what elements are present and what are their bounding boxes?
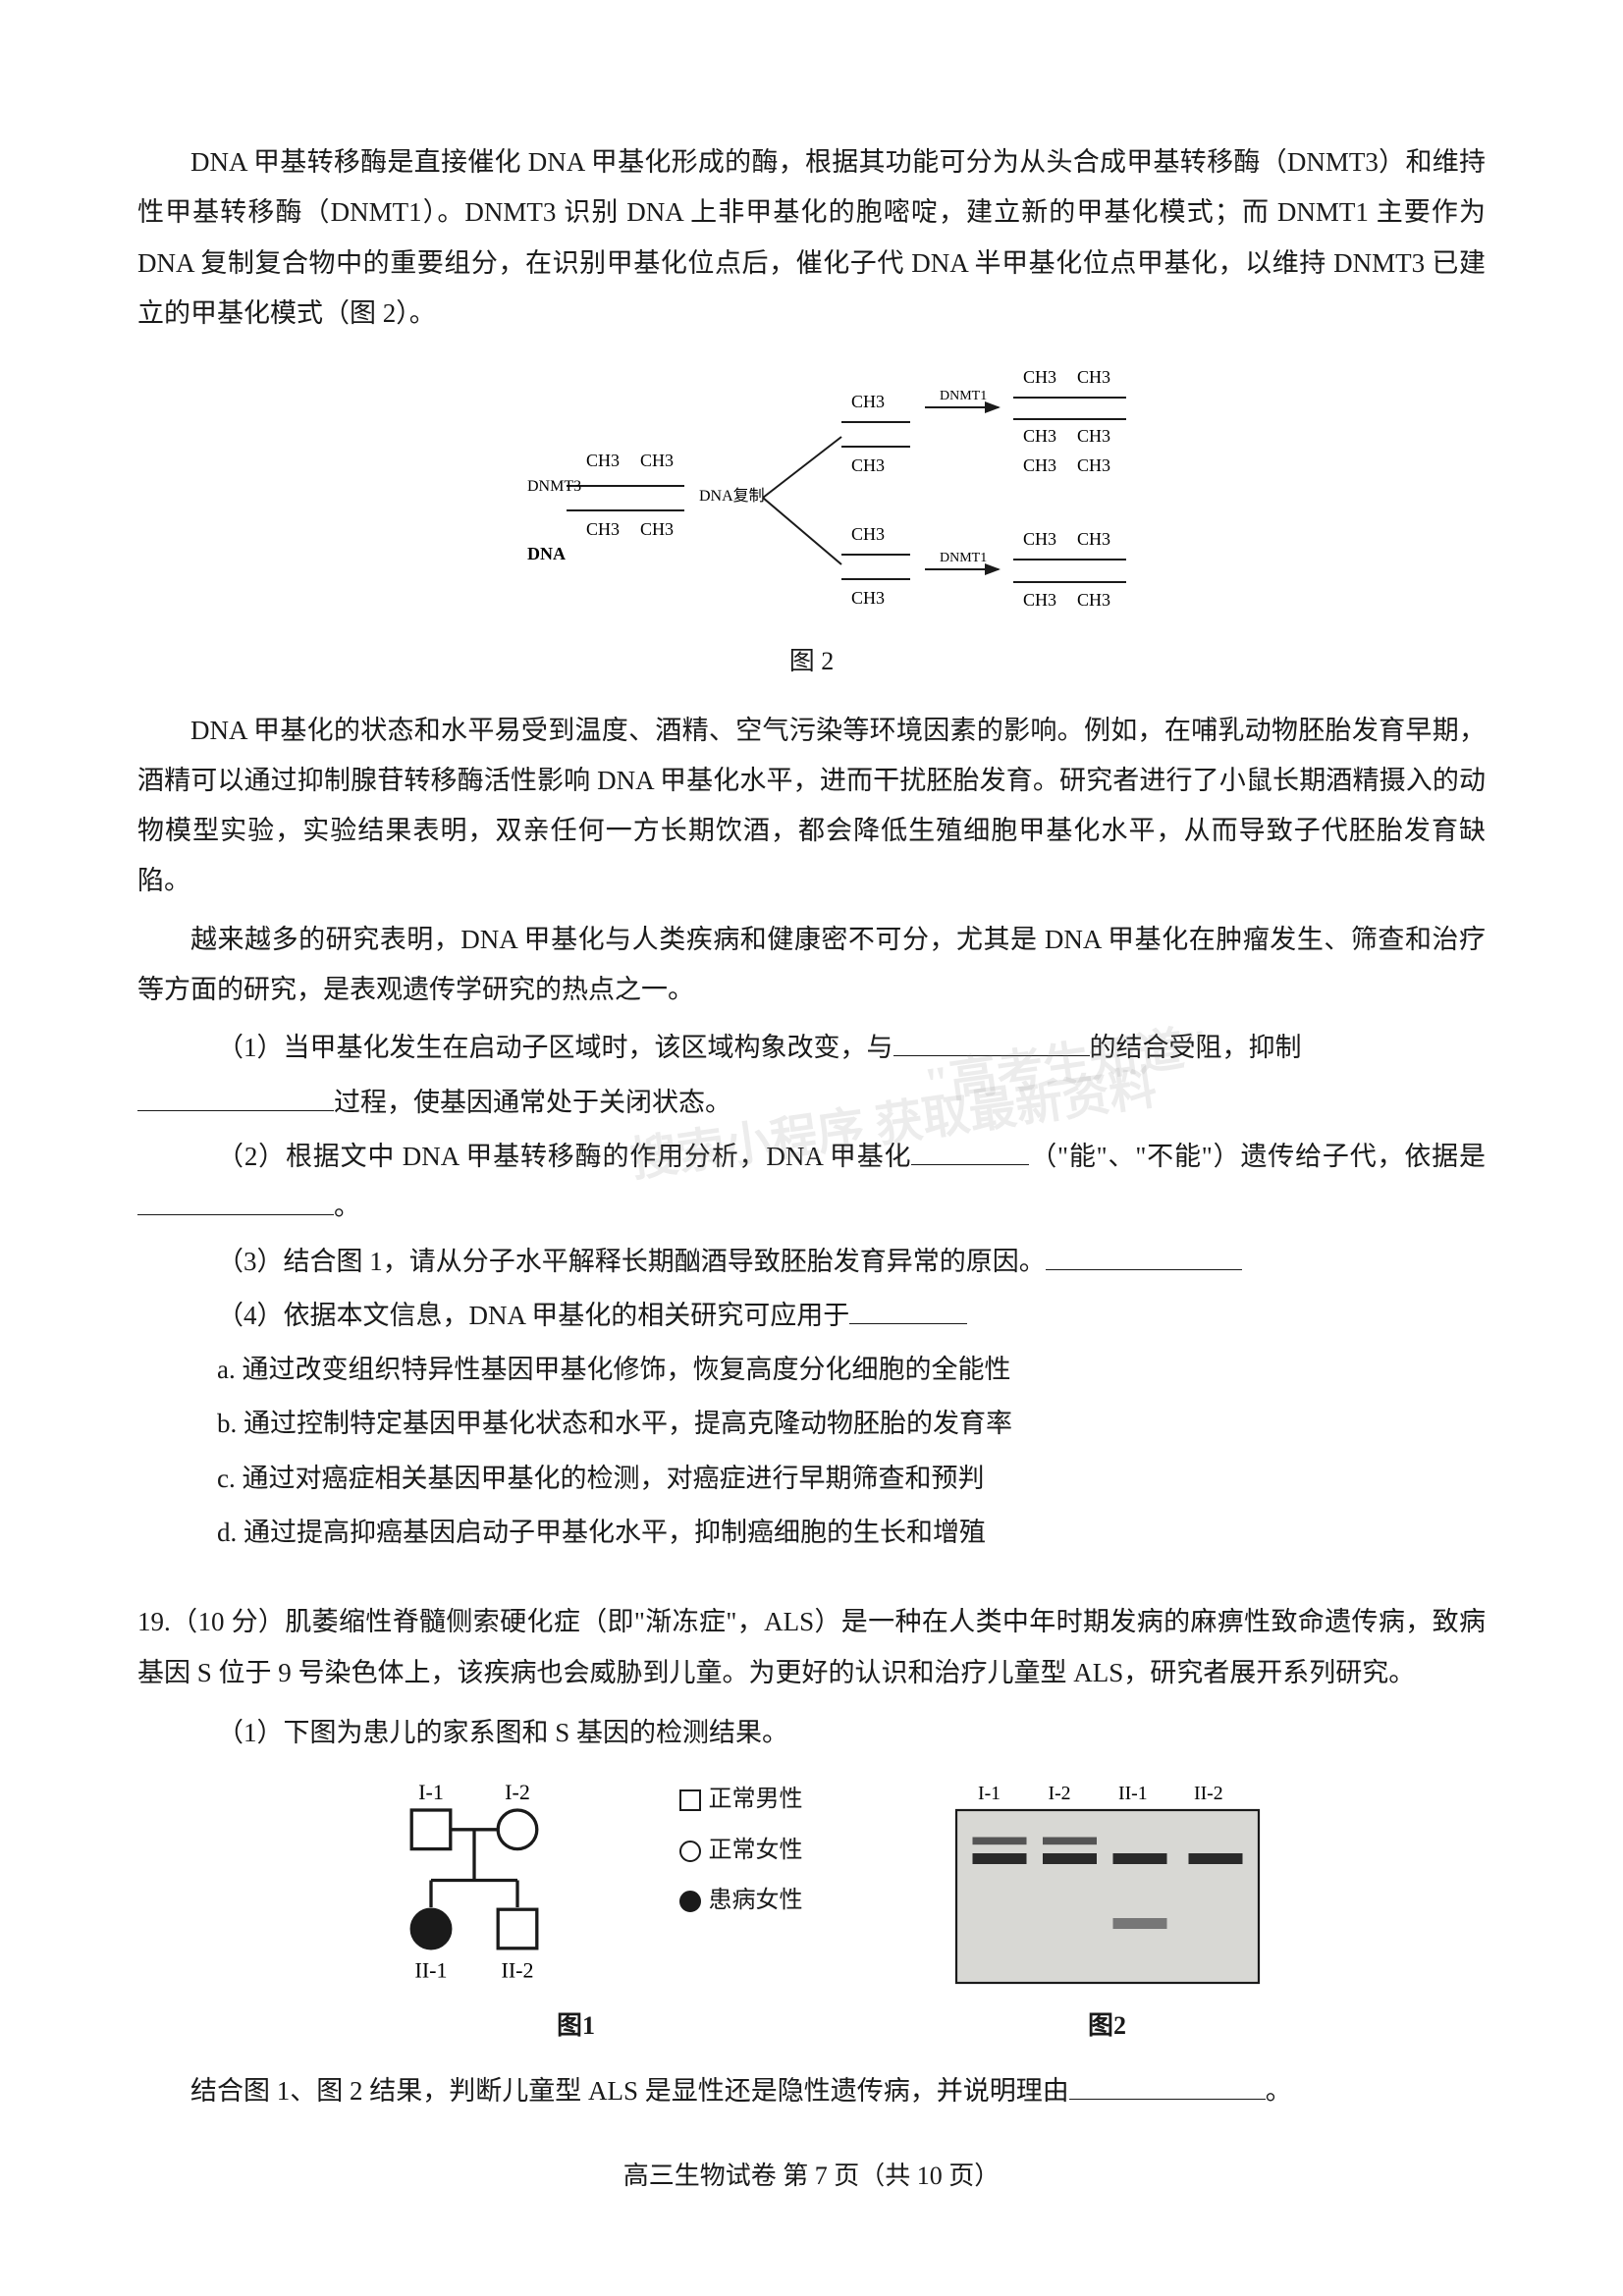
- legend-affected-female: 患病女性: [679, 1879, 803, 1924]
- q4-text: （4）依据本文信息，DNA 甲基化的相关研究可应用于: [217, 1301, 849, 1330]
- question-3: （3）结合图 1，请从分子水平解释长期酗酒导致胚胎发育异常的原因。: [137, 1237, 1486, 1287]
- pedigree-legend: 正常男性 正常女性 患病女性: [679, 1778, 803, 1930]
- filled-circle-icon: [679, 1891, 701, 1912]
- figure-row: I-1 I-2 II-1 II-2: [137, 1778, 1486, 2050]
- legend-normal-female: 正常女性: [679, 1829, 803, 1874]
- gel-lane-ii1: II-1: [1118, 1783, 1148, 1804]
- option-d: d. 通过提高抑癌基因启动子甲基化水平，抑制癌细胞的生长和增殖: [137, 1508, 1486, 1558]
- question-19-sub1: （1）下图为患儿的家系图和 S 基因的检测结果。: [137, 1708, 1486, 1758]
- gel-band: [1112, 1918, 1166, 1929]
- female-circle-icon: [498, 1810, 537, 1849]
- gel-lane-ii2: II-2: [1194, 1783, 1223, 1804]
- gel-svg: I-1 I-2 II-1 II-2: [941, 1778, 1274, 1994]
- blank: [893, 1025, 1090, 1056]
- question-1-cont: 过程，使基因通常处于关闭状态。: [137, 1078, 1486, 1128]
- q2-text-1: （2）根据文中 DNA 甲基转移酶的作用分析，DNA 甲基化: [217, 1142, 911, 1171]
- male-square-icon: [411, 1810, 451, 1849]
- conclusion-text-2: 。: [1266, 2076, 1292, 2106]
- conclusion-line: 结合图 1、图 2 结果，判断儿童型 ALS 是显性还是隐性遗传病，并说明理由 。: [137, 2066, 1486, 2116]
- ch3-label: CH3: [586, 519, 620, 539]
- ch3-label: CH3: [1023, 367, 1056, 387]
- conclusion-text-1: 结合图 1、图 2 结果，判断儿童型 ALS 是显性还是隐性遗传病，并说明理由: [190, 2076, 1069, 2106]
- ch3-label: CH3: [1023, 590, 1056, 610]
- dna-label: DNA: [527, 544, 566, 563]
- pedigree-label-i1: I-1: [418, 1780, 444, 1804]
- pedigree-svg: I-1 I-2 II-1 II-2: [350, 1778, 664, 1994]
- figure-1-block: I-1 I-2 II-1 II-2: [350, 1778, 803, 2050]
- legend-normal-male: 正常男性: [679, 1778, 803, 1823]
- legend-text: 正常女性: [709, 1829, 803, 1874]
- paragraph-3: 越来越多的研究表明，DNA 甲基化与人类疾病和健康密不可分，尤其是 DNA 甲基…: [137, 915, 1486, 1016]
- ch3-label: CH3: [851, 392, 885, 411]
- gel-band: [1188, 1853, 1242, 1864]
- pedigree-label-i2: I-2: [505, 1780, 530, 1804]
- legend-text: 患病女性: [709, 1879, 803, 1924]
- gel-background: [956, 1810, 1259, 1983]
- question-2: （2）根据文中 DNA 甲基转移酶的作用分析，DNA 甲基化 （"能"、"不能"）…: [137, 1132, 1486, 1233]
- diagram-2-caption: 图 2: [789, 637, 835, 685]
- ch3-label: CH3: [851, 524, 885, 544]
- square-icon: [679, 1789, 701, 1811]
- gel-band: [1112, 1853, 1166, 1864]
- ch3-label: CH3: [1077, 590, 1110, 610]
- dnmt1-label: DNMT1: [940, 551, 987, 565]
- blank: [137, 1079, 334, 1110]
- option-c: c. 通过对癌症相关基因甲基化的检测，对癌症进行早期筛查和预判: [137, 1454, 1486, 1504]
- q1-text-3: 过程，使基因通常处于关闭状态。: [334, 1088, 731, 1117]
- male-square-icon: [498, 1909, 537, 1949]
- option-a: a. 通过改变组织特异性基因甲基化修饰，恢复高度分化细胞的全能性: [137, 1345, 1486, 1395]
- question-1: （1）当甲基化发生在启动子区域时，该区域构象改变，与 的结合受阻，抑制: [137, 1023, 1486, 1073]
- gel-band: [1043, 1838, 1097, 1845]
- q2-text-2: （"能"、"不能"）遗传给子代，依据是: [1029, 1142, 1486, 1171]
- option-b: b. 通过控制特定基因甲基化状态和水平，提高克隆动物胚胎的发育率: [137, 1399, 1486, 1449]
- dna-replication-label: DNA复制: [699, 487, 765, 505]
- gel-band: [972, 1853, 1026, 1864]
- page-footer: 高三生物试卷 第 7 页（共 10 页）: [137, 2152, 1486, 2200]
- blank: [1046, 1238, 1242, 1269]
- ch3-label: CH3: [1023, 455, 1056, 475]
- question-19-intro: 19.（10 分）肌萎缩性脊髓侧索硬化症（即"渐冻症"，ALS）是一种在人类中年…: [137, 1597, 1486, 1698]
- circle-icon: [679, 1841, 701, 1862]
- paragraph-2: DNA 甲基化的状态和水平易受到温度、酒精、空气污染等环境因素的影响。例如，在哺…: [137, 706, 1486, 907]
- ch3-label: CH3: [1023, 426, 1056, 446]
- blank: [1069, 2067, 1266, 2099]
- question-4: （4）依据本文信息，DNA 甲基化的相关研究可应用于: [137, 1291, 1486, 1341]
- ch3-label: CH3: [1077, 529, 1110, 549]
- ch3-label: CH3: [1077, 455, 1110, 475]
- figure-2-block: I-1 I-2 II-1 II-2 图2: [941, 1778, 1274, 2050]
- ch3-label: CH3: [1077, 367, 1110, 387]
- pedigree-label-ii2: II-2: [501, 1958, 533, 1983]
- paragraph-1: DNA 甲基转移酶是直接催化 DNA 甲基化形成的酶，根据其功能可分为从头合成甲…: [137, 137, 1486, 339]
- q3-text: （3）结合图 1，请从分子水平解释长期酗酒导致胚胎发育异常的原因。: [217, 1247, 1046, 1276]
- dnmt1-label: DNMT1: [940, 389, 987, 403]
- blank: [137, 1184, 334, 1215]
- dnmt3-label: DNMT3: [527, 478, 581, 495]
- ch3-label: CH3: [640, 451, 674, 470]
- q2-text-3: 。: [334, 1192, 360, 1221]
- ch3-label: CH3: [851, 455, 885, 475]
- ch3-label: CH3: [1023, 529, 1056, 549]
- diagram-2-container: CH3 CH3 DNMT3 CH3 CH3 DNA DNA复制 CH3 CH3 …: [137, 358, 1486, 685]
- diagram-2-svg: CH3 CH3 DNMT3 CH3 CH3 DNA DNA复制 CH3 CH3 …: [468, 358, 1156, 633]
- blank: [911, 1134, 1029, 1165]
- blank: [849, 1292, 967, 1323]
- gel-lane-i2: I-2: [1048, 1783, 1070, 1804]
- gel-band: [972, 1838, 1026, 1845]
- page-container: "高考生知道" 搜索小程序 获取最新资料 DNA 甲基转移酶是直接催化 DNA …: [137, 137, 1486, 2200]
- q1-text-1: （1）当甲基化发生在启动子区域时，该区域构象改变，与: [217, 1033, 893, 1062]
- ch3-label: CH3: [640, 519, 674, 539]
- figure-2-label: 图2: [1088, 2002, 1126, 2050]
- legend-text: 正常男性: [709, 1778, 803, 1823]
- ch3-label: CH3: [1077, 426, 1110, 446]
- gel-lane-i1: I-1: [978, 1783, 1001, 1804]
- q1-text-2: 的结合受阻，抑制: [1090, 1033, 1302, 1062]
- pedigree-label-ii1: II-1: [414, 1958, 447, 1983]
- ch3-label: CH3: [586, 451, 620, 470]
- ch3-label: CH3: [851, 588, 885, 608]
- affected-female-icon: [411, 1909, 451, 1949]
- figure-1-label: 图1: [557, 2002, 595, 2050]
- gel-band: [1043, 1853, 1097, 1864]
